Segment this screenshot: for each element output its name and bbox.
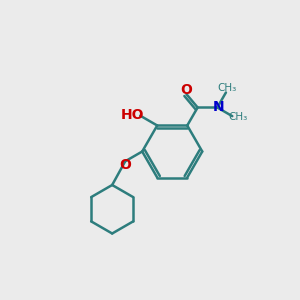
Text: O: O xyxy=(119,158,131,172)
Text: HO: HO xyxy=(121,107,145,122)
Text: CH₃: CH₃ xyxy=(228,112,248,122)
Text: O: O xyxy=(181,83,192,97)
Text: CH₃: CH₃ xyxy=(218,83,237,93)
Text: N: N xyxy=(213,100,225,114)
